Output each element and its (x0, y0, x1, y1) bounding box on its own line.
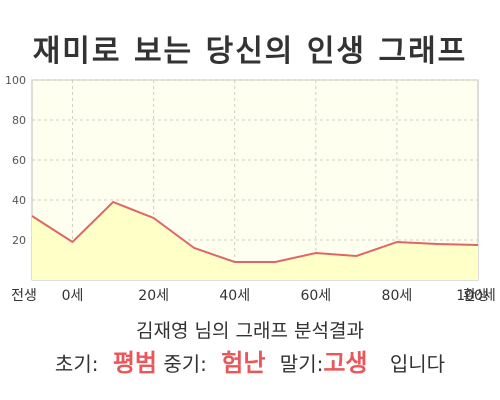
x-tick-label-0: 전생 (11, 288, 37, 304)
y-tick-label-4: 100 (5, 74, 26, 87)
late-label: 말기: (279, 352, 324, 376)
x-tick-label-7: 환생 (463, 288, 489, 304)
series-line (31, 200, 479, 263)
mid-label: 중기: (163, 352, 207, 376)
y-axis-ticks: 20 40 60 80 100 (5, 74, 26, 247)
x-tick-label-4: 60세 (300, 288, 331, 304)
summary-title: 김재영 님의 그래프 분석결과 (136, 320, 364, 342)
page-title: 재미로 보는 당신의 인생 그래프 (32, 34, 468, 69)
y-tick-label-0: 20 (12, 234, 26, 247)
early-label: 초기: (54, 352, 99, 376)
area-fill (32, 202, 478, 280)
x-tick-label-1: 0세 (62, 288, 84, 304)
early-value: 평범 (112, 349, 157, 377)
y-tick-label-1: 40 (12, 194, 26, 207)
x-tick-label-2: 20세 (138, 288, 169, 304)
x-tick-label-3: 40세 (219, 288, 250, 304)
x-tick-label-6: 100세 (456, 288, 496, 304)
summary-suffix: 입니다 (389, 352, 446, 376)
y-tick-label-3: 80 (12, 114, 26, 127)
mid-value: 험난 (221, 349, 266, 377)
late-value: 고생 (323, 349, 368, 377)
summary-line: 초기: 평범 중기: 험난 말기:고생 입니다 (0, 348, 500, 379)
y-tick-label-2: 60 (12, 154, 26, 167)
x-tick-label-5: 80세 (382, 288, 413, 304)
